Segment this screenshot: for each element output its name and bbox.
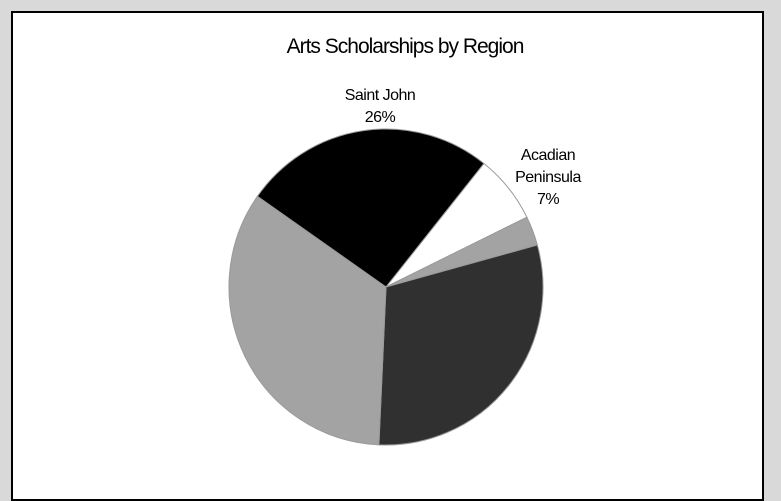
pie-labels: Saint John 26% Acadian Peninsula 7% [345, 87, 582, 208]
pie-slice-5 [228, 195, 387, 446]
slice-label-2-line-1: Acadian [521, 147, 575, 164]
chart-title: Arts Scholarships by Region [287, 35, 524, 58]
pie-slices [228, 128, 544, 446]
pie-slice-1 [256, 128, 485, 288]
slice-label-1-line-1: Saint John [345, 87, 416, 104]
slice-label-2-line-2: Peninsula [515, 169, 581, 186]
slice-label-1-line-2: 26% [365, 109, 396, 126]
pie-slice-4 [378, 244, 544, 446]
chart-frame: Arts Scholarships by Region Saint John 26… [11, 11, 764, 501]
pie-chart: Arts Scholarships by Region Saint John 26… [228, 35, 582, 446]
slice-label-2-line-3: 7% [537, 191, 559, 208]
